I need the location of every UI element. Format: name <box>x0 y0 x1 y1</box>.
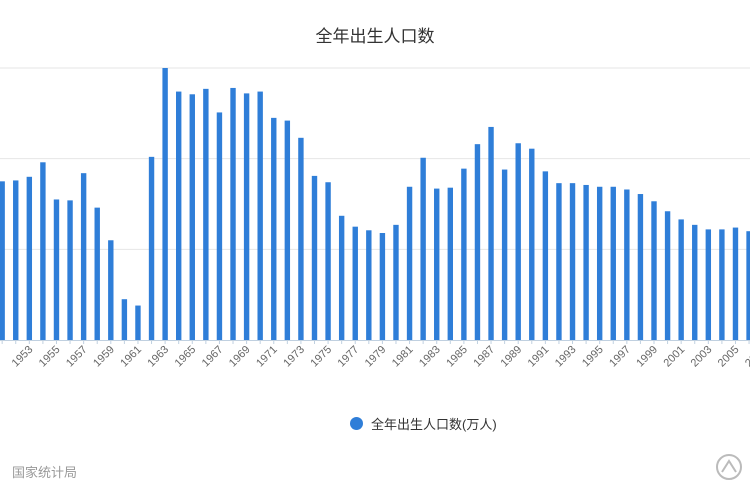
legend[interactable]: 全年出生人口数(万人) <box>350 414 497 433</box>
x-tick-label-1973: 1973 <box>281 344 307 370</box>
bar-1955[interactable] <box>53 199 60 340</box>
legend-marker <box>350 417 363 430</box>
x-tick-label-1981: 1981 <box>390 344 416 370</box>
x-tick-label-1959: 1959 <box>91 344 117 370</box>
x-tick-label-1965: 1965 <box>173 344 199 370</box>
bar-1986[interactable] <box>474 144 481 340</box>
bar-1985[interactable] <box>461 168 467 340</box>
bar-1960[interactable] <box>121 299 128 340</box>
bar-2002[interactable] <box>692 224 698 340</box>
bar-1999[interactable] <box>651 201 657 340</box>
x-tick-label-1977: 1977 <box>336 344 362 370</box>
bar-1991[interactable] <box>542 171 549 340</box>
x-tick-label-1967: 1967 <box>200 344 226 370</box>
bar-1989[interactable] <box>515 143 521 340</box>
bar-1953[interactable] <box>26 176 33 340</box>
bar-1993[interactable] <box>569 183 576 340</box>
bar-1990[interactable] <box>529 148 535 340</box>
legend-label: 全年出生人口数(万人) <box>371 417 497 432</box>
bar-1969[interactable] <box>243 93 250 340</box>
bar-2004[interactable] <box>719 229 725 340</box>
bar-1983[interactable] <box>434 188 440 340</box>
x-tick-label-1957: 1957 <box>64 344 90 370</box>
bar-1965[interactable] <box>189 94 195 340</box>
bar-1979[interactable] <box>379 233 386 340</box>
bar-2003[interactable] <box>705 229 712 340</box>
bar-1954[interactable] <box>40 162 46 340</box>
bar-1973[interactable] <box>298 137 304 340</box>
bar-1961[interactable] <box>135 305 141 340</box>
bar-1958[interactable] <box>94 207 100 340</box>
bar-1964[interactable] <box>176 91 182 340</box>
watermark-logo-icon <box>716 454 742 480</box>
bar-1997[interactable] <box>624 189 630 340</box>
bar-2001[interactable] <box>678 219 684 340</box>
bar-1987[interactable] <box>488 126 494 341</box>
bar-1996[interactable] <box>610 186 616 340</box>
bar-1975[interactable] <box>325 182 331 340</box>
bar-1967[interactable] <box>216 112 223 341</box>
bar-1978[interactable] <box>366 230 372 340</box>
bar-1974[interactable] <box>311 175 318 340</box>
bar-2005[interactable] <box>732 227 739 340</box>
bar-1976[interactable] <box>338 215 345 340</box>
bar-1959[interactable] <box>108 240 114 340</box>
bar-1980[interactable] <box>393 224 399 340</box>
x-tick-label-1997: 1997 <box>607 344 633 370</box>
x-tick-label-1975: 1975 <box>308 344 334 370</box>
x-tick-label-2001: 2001 <box>661 344 687 370</box>
x-tick-label-1987: 1987 <box>471 344 497 370</box>
bar-1966[interactable] <box>203 88 209 340</box>
x-tick-label-1963: 1963 <box>145 344 171 370</box>
bar-1988[interactable] <box>501 169 508 340</box>
bar-1962[interactable] <box>148 156 155 340</box>
x-tick-label-1989: 1989 <box>499 344 525 370</box>
bar-2000[interactable] <box>664 211 671 340</box>
x-tick-label-1985: 1985 <box>444 344 470 370</box>
x-tick-label-2003: 2003 <box>689 344 715 370</box>
x-tick-label-1971: 1971 <box>254 344 280 370</box>
bar-1957[interactable] <box>80 173 87 340</box>
bar-1956[interactable] <box>67 200 73 340</box>
bar-1995[interactable] <box>596 186 603 340</box>
bar-1984[interactable] <box>447 187 453 340</box>
bar-1952[interactable] <box>13 180 19 340</box>
bar-1982[interactable] <box>420 157 426 340</box>
x-tick-label-1969: 1969 <box>227 344 253 370</box>
bar-1998[interactable] <box>637 194 644 340</box>
bar-1968[interactable] <box>230 87 236 340</box>
bar-2006[interactable] <box>746 231 750 340</box>
x-tick-label-1955: 1955 <box>37 344 63 370</box>
x-tick-label-1953: 1953 <box>10 344 36 370</box>
bar-1951[interactable] <box>0 181 5 340</box>
bar-1992[interactable] <box>556 183 562 340</box>
x-tick-label-1961: 1961 <box>118 344 144 370</box>
x-tick-label-2007: 2007 <box>743 344 750 370</box>
bar-1981[interactable] <box>406 186 413 340</box>
x-tick-label-1979: 1979 <box>363 344 389 370</box>
x-tick-label-1991: 1991 <box>526 344 552 370</box>
x-tick-label-1983: 1983 <box>417 344 443 370</box>
x-tick-label-2005: 2005 <box>716 344 742 370</box>
bar-1970[interactable] <box>257 91 263 340</box>
source-label: 国家统计局 <box>12 465 78 480</box>
chart-title: 全年出生人口数 <box>315 27 435 46</box>
x-tick-label-1999: 1999 <box>634 344 660 370</box>
bar-1971[interactable] <box>271 117 277 341</box>
bar-1977[interactable] <box>352 226 358 340</box>
bar-1963[interactable] <box>162 68 168 340</box>
x-tick-label-1995: 1995 <box>580 344 606 370</box>
bar-1972[interactable] <box>284 120 291 340</box>
bar-1994[interactable] <box>583 184 589 340</box>
x-tick-label-1993: 1993 <box>553 344 579 370</box>
